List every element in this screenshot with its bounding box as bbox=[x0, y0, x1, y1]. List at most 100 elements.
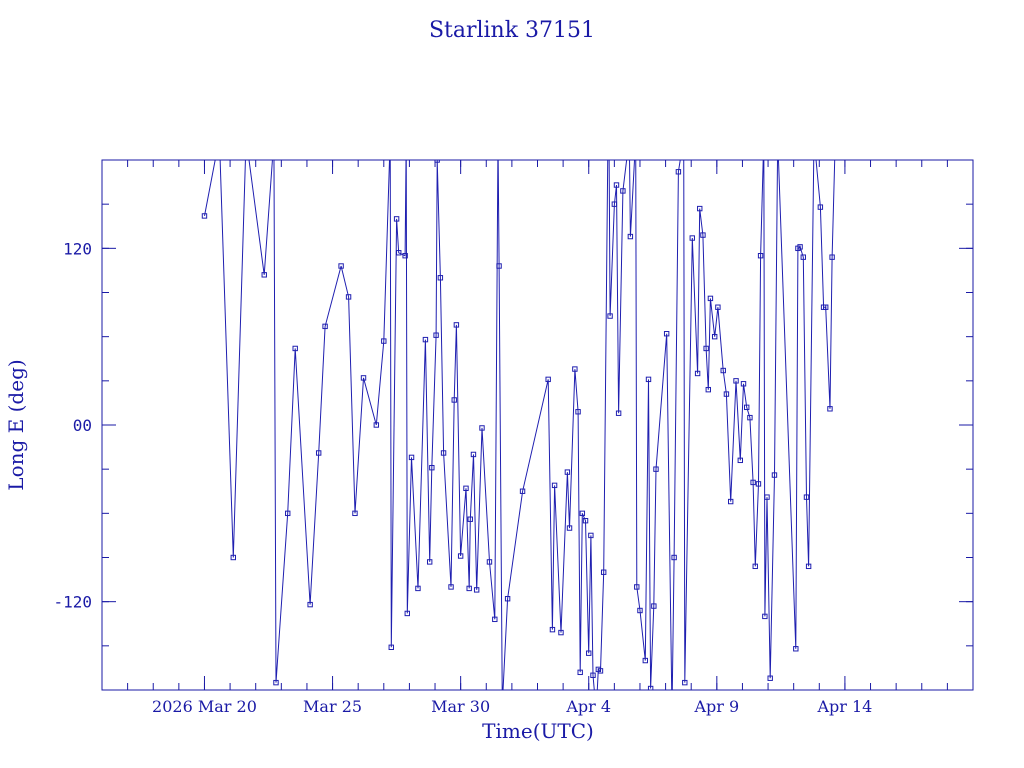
y-tick-label: 00 bbox=[73, 416, 92, 435]
data-point bbox=[473, 587, 480, 593]
data-point bbox=[711, 333, 718, 340]
data-point bbox=[715, 304, 721, 310]
y-tick-label: -120 bbox=[53, 593, 92, 612]
data-point bbox=[415, 585, 421, 592]
data-point bbox=[733, 378, 739, 384]
data-point bbox=[579, 510, 586, 517]
data-point bbox=[723, 391, 730, 397]
data-point bbox=[457, 553, 464, 559]
plot-area: 120 00 -120 2026 Mar 20 Mar 25 Mar 30 Apr 4 Apr… bbox=[53, 159, 974, 716]
data-point bbox=[744, 404, 750, 411]
data-point bbox=[762, 613, 768, 620]
data-point bbox=[750, 479, 756, 486]
data-point bbox=[422, 336, 429, 343]
data-point bbox=[803, 494, 810, 500]
data-point bbox=[373, 422, 380, 428]
data-point bbox=[740, 381, 747, 387]
data-point bbox=[545, 376, 551, 383]
data-point bbox=[496, 263, 502, 269]
data-point bbox=[620, 188, 626, 194]
data-point bbox=[360, 375, 367, 381]
data-point bbox=[651, 603, 657, 609]
x-tick-label: Mar 25 bbox=[303, 697, 362, 716]
data-point bbox=[797, 244, 803, 250]
data-point bbox=[645, 376, 652, 383]
data-point bbox=[467, 516, 473, 522]
data-point bbox=[486, 559, 493, 565]
data-point bbox=[597, 668, 604, 674]
data-point bbox=[611, 201, 618, 207]
data-point bbox=[647, 685, 654, 690]
data-point bbox=[607, 313, 613, 319]
data-point bbox=[549, 626, 556, 633]
data-point bbox=[653, 466, 659, 472]
data-point bbox=[637, 607, 643, 614]
data-point bbox=[564, 469, 571, 475]
x-tick-label: Mar 30 bbox=[431, 697, 490, 716]
data-point bbox=[566, 525, 573, 531]
data-point bbox=[575, 409, 581, 415]
data-point bbox=[752, 563, 758, 570]
y-axis-label: Long E (deg) bbox=[4, 359, 28, 490]
data-point bbox=[434, 160, 440, 163]
data-point bbox=[675, 169, 682, 175]
data-point bbox=[273, 679, 279, 686]
data-point bbox=[285, 510, 291, 517]
data-point bbox=[757, 252, 764, 259]
data-point bbox=[261, 272, 267, 278]
data-point bbox=[764, 494, 770, 500]
data-point bbox=[201, 213, 208, 219]
data-point bbox=[817, 204, 824, 210]
data-point bbox=[697, 205, 703, 212]
data-point bbox=[338, 263, 344, 269]
data-point bbox=[453, 322, 460, 328]
data-point bbox=[315, 450, 322, 456]
data-point bbox=[771, 472, 778, 478]
data-point bbox=[582, 517, 589, 524]
data-point bbox=[720, 367, 726, 374]
data-point bbox=[827, 406, 833, 412]
y-tick-label: 120 bbox=[63, 239, 92, 258]
data-point bbox=[747, 414, 753, 421]
data-point bbox=[429, 464, 435, 471]
data-point bbox=[408, 454, 415, 461]
data-point bbox=[590, 672, 596, 678]
data-point bbox=[479, 425, 485, 431]
data-point bbox=[822, 304, 829, 310]
data-layer bbox=[201, 160, 836, 690]
data-point bbox=[448, 584, 454, 590]
data-point bbox=[613, 182, 620, 188]
data-point bbox=[700, 232, 706, 238]
data-point bbox=[437, 275, 444, 281]
chart-title: Starlink 37151 bbox=[429, 18, 595, 43]
x-tick-label: Apr 4 bbox=[565, 697, 611, 716]
data-point bbox=[466, 585, 472, 592]
data-point bbox=[703, 345, 709, 352]
data-point bbox=[588, 532, 594, 539]
data-point bbox=[600, 569, 607, 575]
data-point bbox=[767, 675, 773, 681]
data-point bbox=[426, 559, 433, 565]
data-point bbox=[577, 669, 583, 676]
data-point bbox=[433, 332, 439, 338]
data-point bbox=[755, 481, 762, 487]
data-point bbox=[292, 345, 298, 352]
data-point bbox=[440, 450, 447, 456]
data-point bbox=[727, 498, 734, 505]
data-point bbox=[519, 488, 526, 494]
data-point bbox=[793, 646, 799, 652]
data-point bbox=[572, 366, 578, 372]
data-point bbox=[504, 596, 511, 602]
data-point bbox=[322, 323, 328, 330]
data-point bbox=[694, 370, 701, 377]
data-point bbox=[388, 644, 394, 651]
data-point bbox=[551, 482, 558, 489]
data-point bbox=[737, 457, 744, 464]
data-point bbox=[663, 331, 670, 337]
data-point bbox=[393, 216, 400, 222]
data-point bbox=[705, 386, 711, 393]
data-point bbox=[634, 584, 640, 590]
data-point bbox=[470, 451, 477, 458]
data-point bbox=[381, 338, 387, 344]
